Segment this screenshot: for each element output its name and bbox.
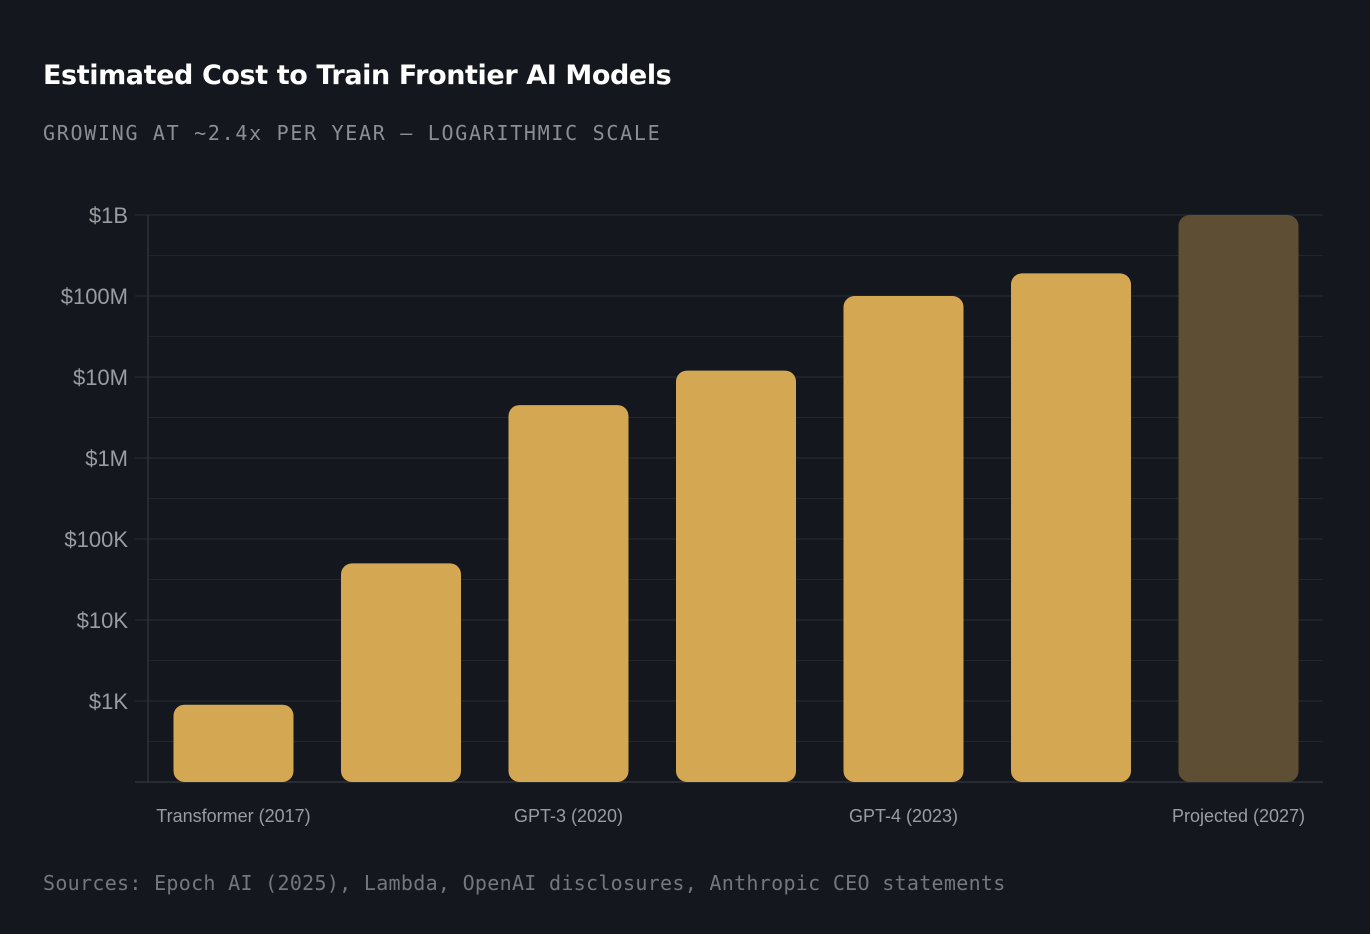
y-tick-label: $1K <box>89 689 128 714</box>
y-tick-label: $1B <box>89 203 128 228</box>
x-tick-label: Projected (2027) <box>1172 806 1305 826</box>
chart-subtitle: GROWING AT ~2.4x PER YEAR — LOGARITHMIC … <box>43 121 662 145</box>
bar <box>1011 273 1131 782</box>
bar <box>1178 215 1299 782</box>
y-tick-label: $100M <box>61 284 128 309</box>
y-tick-label: $10K <box>77 608 129 633</box>
sources-note: Sources: Epoch AI (2025), Lambda, OpenAI… <box>43 871 1006 895</box>
bar <box>676 370 796 782</box>
chart-title: Estimated Cost to Train Frontier AI Mode… <box>43 60 672 91</box>
y-tick-label: $1M <box>85 446 128 471</box>
y-tick-label: $10M <box>73 365 128 390</box>
x-tick-label: Transformer (2017) <box>156 806 310 826</box>
x-tick-label: GPT-4 (2023) <box>849 806 958 826</box>
bar <box>843 296 964 782</box>
bar <box>173 704 294 782</box>
bar <box>508 405 629 782</box>
x-tick-label: GPT-3 (2020) <box>514 806 623 826</box>
bar <box>341 563 461 782</box>
y-tick-label: $100K <box>64 527 128 552</box>
